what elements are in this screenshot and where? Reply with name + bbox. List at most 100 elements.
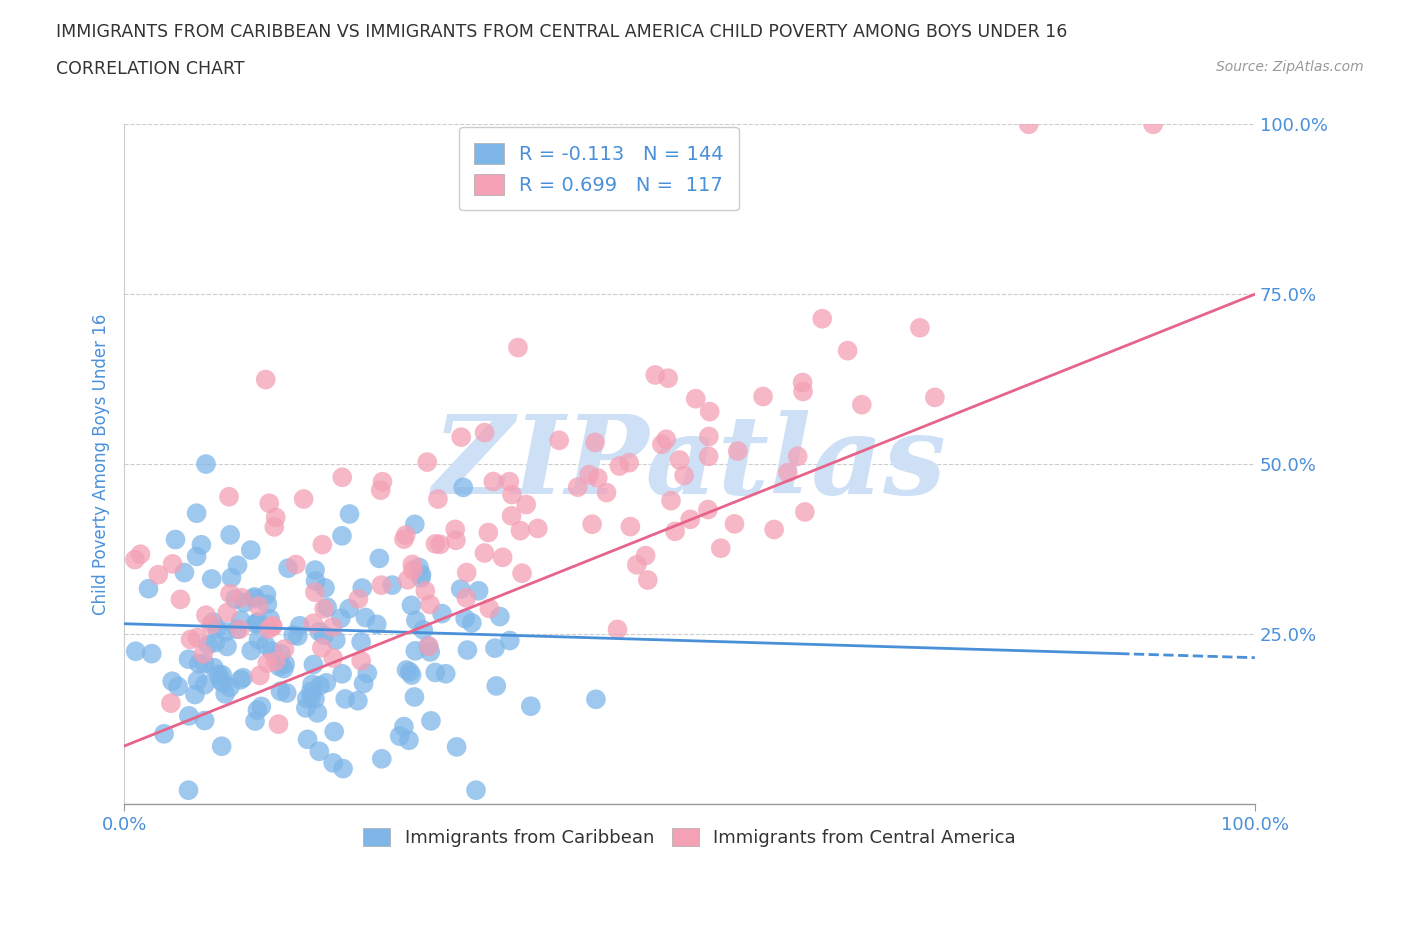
Point <box>425 665 447 680</box>
Point <box>207 667 229 682</box>
Point <box>396 572 419 587</box>
Point <box>413 583 436 598</box>
Point <box>209 672 232 687</box>
Point <box>585 692 607 707</box>
Point <box>659 493 682 508</box>
Point <box>837 343 859 358</box>
Point <box>246 703 269 718</box>
Point <box>392 532 415 547</box>
Point <box>264 510 287 525</box>
Point <box>173 565 195 580</box>
Point <box>304 691 326 706</box>
Point <box>322 651 344 666</box>
Point <box>167 679 190 694</box>
Point <box>259 612 281 627</box>
Point <box>451 480 474 495</box>
Point <box>786 449 808 464</box>
Point <box>404 689 426 704</box>
Point <box>368 551 391 565</box>
Point <box>153 726 176 741</box>
Point <box>190 538 212 552</box>
Point <box>309 678 332 693</box>
Point <box>454 611 477 626</box>
Point <box>409 570 432 585</box>
Point <box>129 547 152 562</box>
Point <box>194 713 217 728</box>
Point <box>260 644 283 658</box>
Point <box>426 492 449 507</box>
Point <box>697 449 720 464</box>
Point <box>226 558 249 573</box>
Point <box>450 581 472 596</box>
Point <box>330 666 353 681</box>
Point <box>489 609 512 624</box>
Point <box>498 474 520 489</box>
Point <box>430 606 453 621</box>
Point <box>177 709 200 724</box>
Point <box>249 668 271 683</box>
Point <box>335 692 357 707</box>
Point <box>581 517 603 532</box>
Point <box>655 432 678 446</box>
Point <box>214 624 236 639</box>
Point <box>186 673 208 688</box>
Point <box>277 561 299 576</box>
Point <box>792 375 814 390</box>
Point <box>404 644 426 658</box>
Text: Source: ZipAtlas.com: Source: ZipAtlas.com <box>1216 60 1364 74</box>
Point <box>243 591 266 606</box>
Point <box>330 528 353 543</box>
Point <box>583 435 606 450</box>
Point <box>276 685 298 700</box>
Point <box>295 700 318 715</box>
Point <box>269 659 291 674</box>
Point <box>456 643 478 658</box>
Point <box>269 684 291 698</box>
Point <box>274 657 297 671</box>
Point <box>299 684 322 698</box>
Point <box>401 668 423 683</box>
Point <box>332 761 354 776</box>
Point <box>634 548 657 563</box>
Point <box>619 519 641 534</box>
Point <box>205 621 228 636</box>
Point <box>477 525 499 540</box>
Point <box>169 592 191 607</box>
Point <box>219 527 242 542</box>
Point <box>474 546 496 561</box>
Point <box>202 660 225 675</box>
Point <box>292 492 315 507</box>
Point <box>283 628 305 643</box>
Point <box>226 622 249 637</box>
Point <box>609 458 631 473</box>
Point <box>247 615 270 630</box>
Point <box>211 738 233 753</box>
Point <box>402 563 425 578</box>
Point <box>515 498 537 512</box>
Point <box>509 524 531 538</box>
Point <box>924 390 946 405</box>
Point <box>330 470 353 485</box>
Point <box>194 608 217 623</box>
Point <box>177 783 200 798</box>
Point <box>763 522 786 537</box>
Point <box>337 601 360 616</box>
Y-axis label: Child Poverty Among Boys Under 16: Child Poverty Among Boys Under 16 <box>93 313 110 615</box>
Point <box>125 644 148 658</box>
Point <box>354 610 377 625</box>
Point <box>256 587 278 602</box>
Point <box>308 744 330 759</box>
Point <box>302 616 325 631</box>
Point <box>297 732 319 747</box>
Point <box>697 502 720 517</box>
Point <box>302 658 325 672</box>
Point <box>193 656 215 671</box>
Point <box>418 639 440 654</box>
Point <box>418 639 440 654</box>
Point <box>315 675 337 690</box>
Point <box>416 455 439 470</box>
Point <box>412 622 434 637</box>
Point <box>371 474 394 489</box>
Point <box>257 622 280 637</box>
Point <box>727 444 749 458</box>
